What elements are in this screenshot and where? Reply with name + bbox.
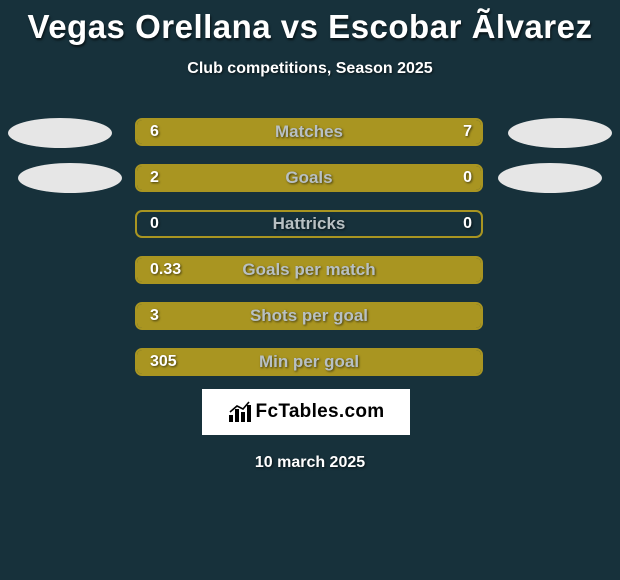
stat-value-left: 3 xyxy=(150,302,159,330)
comparison-subtitle: Club competitions, Season 2025 xyxy=(0,60,620,78)
stat-value-left: 305 xyxy=(150,348,177,376)
stat-row: Min per goal305 xyxy=(0,348,620,376)
stat-value-right: 7 xyxy=(463,118,472,146)
stat-row: Matches67 xyxy=(0,118,620,146)
stat-bar xyxy=(135,256,483,284)
stat-bar xyxy=(135,210,483,238)
stat-bar xyxy=(135,348,483,376)
stat-value-right: 0 xyxy=(463,164,472,192)
branding-box: FcTables.com xyxy=(202,389,410,435)
branding-text: FcTables.com xyxy=(256,401,385,423)
stat-bar-left-fill xyxy=(137,350,481,374)
stat-bar-left-fill xyxy=(137,120,295,144)
fctables-logo-icon xyxy=(228,401,252,423)
stat-row: Goals20 xyxy=(0,164,620,192)
stat-value-left: 2 xyxy=(150,164,159,192)
comparison-title: Vegas Orellana vs Escobar Ãlvarez xyxy=(0,0,620,46)
stat-value-left: 0.33 xyxy=(150,256,181,284)
stat-value-right: 0 xyxy=(463,210,472,238)
stat-bar xyxy=(135,118,483,146)
comparison-date: 10 march 2025 xyxy=(0,454,620,472)
stat-row: Goals per match0.33 xyxy=(0,256,620,284)
stat-bar-left-fill xyxy=(137,258,481,282)
stat-value-left: 0 xyxy=(150,210,159,238)
stat-bar xyxy=(135,164,483,192)
stat-row: Shots per goal3 xyxy=(0,302,620,330)
stat-row: Hattricks00 xyxy=(0,210,620,238)
stat-bar-left-fill xyxy=(137,304,481,328)
stat-bar-left-fill xyxy=(137,166,398,190)
stat-bar xyxy=(135,302,483,330)
stat-value-left: 6 xyxy=(150,118,159,146)
stat-bar-right-fill xyxy=(295,120,481,144)
stats-area: Matches67Goals20Hattricks00Goals per mat… xyxy=(0,118,620,376)
